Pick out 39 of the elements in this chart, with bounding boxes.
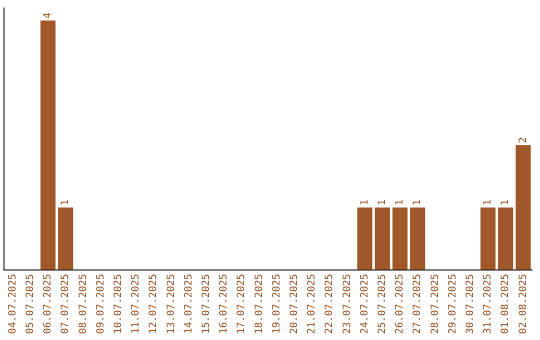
- x-tick-label: 18.07.2025: [254, 274, 265, 334]
- data-label: 1: [500, 199, 512, 206]
- x-tick-label: 11.07.2025: [130, 274, 142, 334]
- x-tick-label: 23.07.2025: [342, 274, 353, 334]
- x-tick-label: 05.07.2025: [24, 274, 36, 334]
- x-tick-label: 14.07.2025: [183, 274, 194, 334]
- x-tick-label: 07.07.2025: [60, 274, 72, 334]
- x-tick-label: 17.07.2025: [236, 274, 248, 334]
- x-tick-label: 26.07.2025: [394, 274, 406, 334]
- x-tick-label: 19.07.2025: [271, 274, 282, 334]
- data-label: 1: [60, 199, 72, 206]
- x-tick-label: 12.07.2025: [148, 274, 160, 334]
- data-label: 1: [412, 199, 424, 206]
- x-tick-label: 01.08.2025: [500, 274, 512, 334]
- x-tick-label: 06.07.2025: [42, 274, 54, 334]
- x-tick-label: 22.07.2025: [324, 274, 336, 334]
- x-tick-label: 13.07.2025: [166, 274, 177, 334]
- data-label: 1: [376, 199, 388, 206]
- x-tick-label: 20.07.2025: [288, 274, 300, 334]
- x-tick-label: 10.07.2025: [112, 274, 124, 334]
- data-label: 1: [359, 199, 370, 206]
- x-tick-label: 02.08.2025: [518, 274, 529, 334]
- x-tick-label: 24.07.2025: [359, 274, 370, 334]
- x-tick-label: 09.07.2025: [95, 274, 106, 334]
- data-label: 4: [42, 12, 54, 18]
- x-tick-label: 31.07.2025: [482, 274, 494, 334]
- x-tick-label: 28.07.2025: [430, 274, 441, 334]
- data-label: 1: [482, 199, 494, 206]
- x-tick-label: 15.07.2025: [200, 274, 212, 334]
- data-label: 1: [394, 199, 406, 206]
- data-label: 2: [518, 137, 529, 144]
- x-tick-label: 16.07.2025: [218, 274, 230, 334]
- x-tick-label: 29.07.2025: [447, 274, 458, 334]
- x-tick-label: 21.07.2025: [306, 274, 318, 334]
- x-tick-label: 08.07.2025: [78, 274, 89, 334]
- x-tick-label: 04.07.2025: [7, 274, 18, 334]
- x-tick-label: 27.07.2025: [412, 274, 424, 334]
- x-tick-label: 30.07.2025: [464, 274, 476, 334]
- x-tick-label: 25.07.2025: [376, 274, 388, 334]
